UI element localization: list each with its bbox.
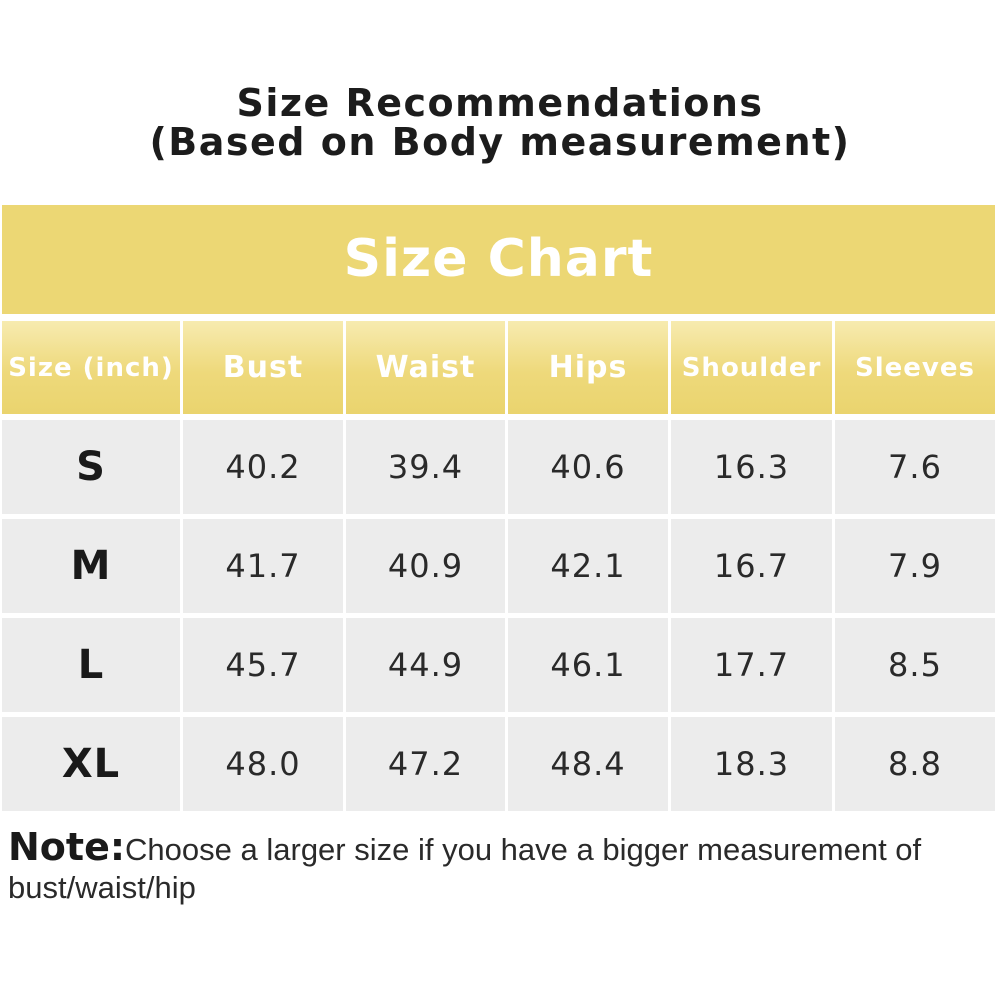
- table-cell: 39.4: [346, 420, 505, 514]
- column-header-shoulder: Shoulder: [671, 321, 832, 414]
- table-cell: 8.8: [835, 717, 995, 811]
- table-cell: 40.6: [508, 420, 668, 514]
- table-cell: 45.7: [183, 618, 343, 712]
- column-header-hips: Hips: [508, 321, 668, 414]
- size-label-l: L: [2, 618, 180, 712]
- column-header-size: Size (inch): [2, 321, 180, 414]
- note-text: Choose a larger size if you have a bigge…: [8, 832, 922, 905]
- column-header-bust: Bust: [183, 321, 343, 414]
- table-cell: 18.3: [671, 717, 832, 811]
- table-cell: 40.2: [183, 420, 343, 514]
- table-cell: 17.7: [671, 618, 832, 712]
- note-label: Note:: [8, 825, 126, 869]
- size-label-s: S: [2, 420, 180, 514]
- size-note: Note:Choose a larger size if you have a …: [8, 828, 998, 907]
- table-cell: 47.2: [346, 717, 505, 811]
- size-chart-title: Size Chart: [343, 229, 654, 289]
- table-cell: 7.9: [835, 519, 995, 613]
- table-cell: 46.1: [508, 618, 668, 712]
- column-header-waist: Waist: [346, 321, 505, 414]
- size-label-m: M: [2, 519, 180, 613]
- size-label-xl: XL: [2, 717, 180, 811]
- table-cell: 16.7: [671, 519, 832, 613]
- table-cell: 16.3: [671, 420, 832, 514]
- table-cell: 48.0: [183, 717, 343, 811]
- table-cell: 42.1: [508, 519, 668, 613]
- page-subtitle: (Based on Body measurement): [149, 120, 851, 164]
- table-cell: 41.7: [183, 519, 343, 613]
- table-cell: 44.9: [346, 618, 505, 712]
- column-header-sleeves: Sleeves: [835, 321, 995, 414]
- table-cell: 8.5: [835, 618, 995, 712]
- table-cell: 40.9: [346, 519, 505, 613]
- table-cell: 7.6: [835, 420, 995, 514]
- page-title: Size Recommendations: [236, 81, 764, 125]
- size-chart-banner: Size Chart: [2, 205, 995, 314]
- table-cell: 48.4: [508, 717, 668, 811]
